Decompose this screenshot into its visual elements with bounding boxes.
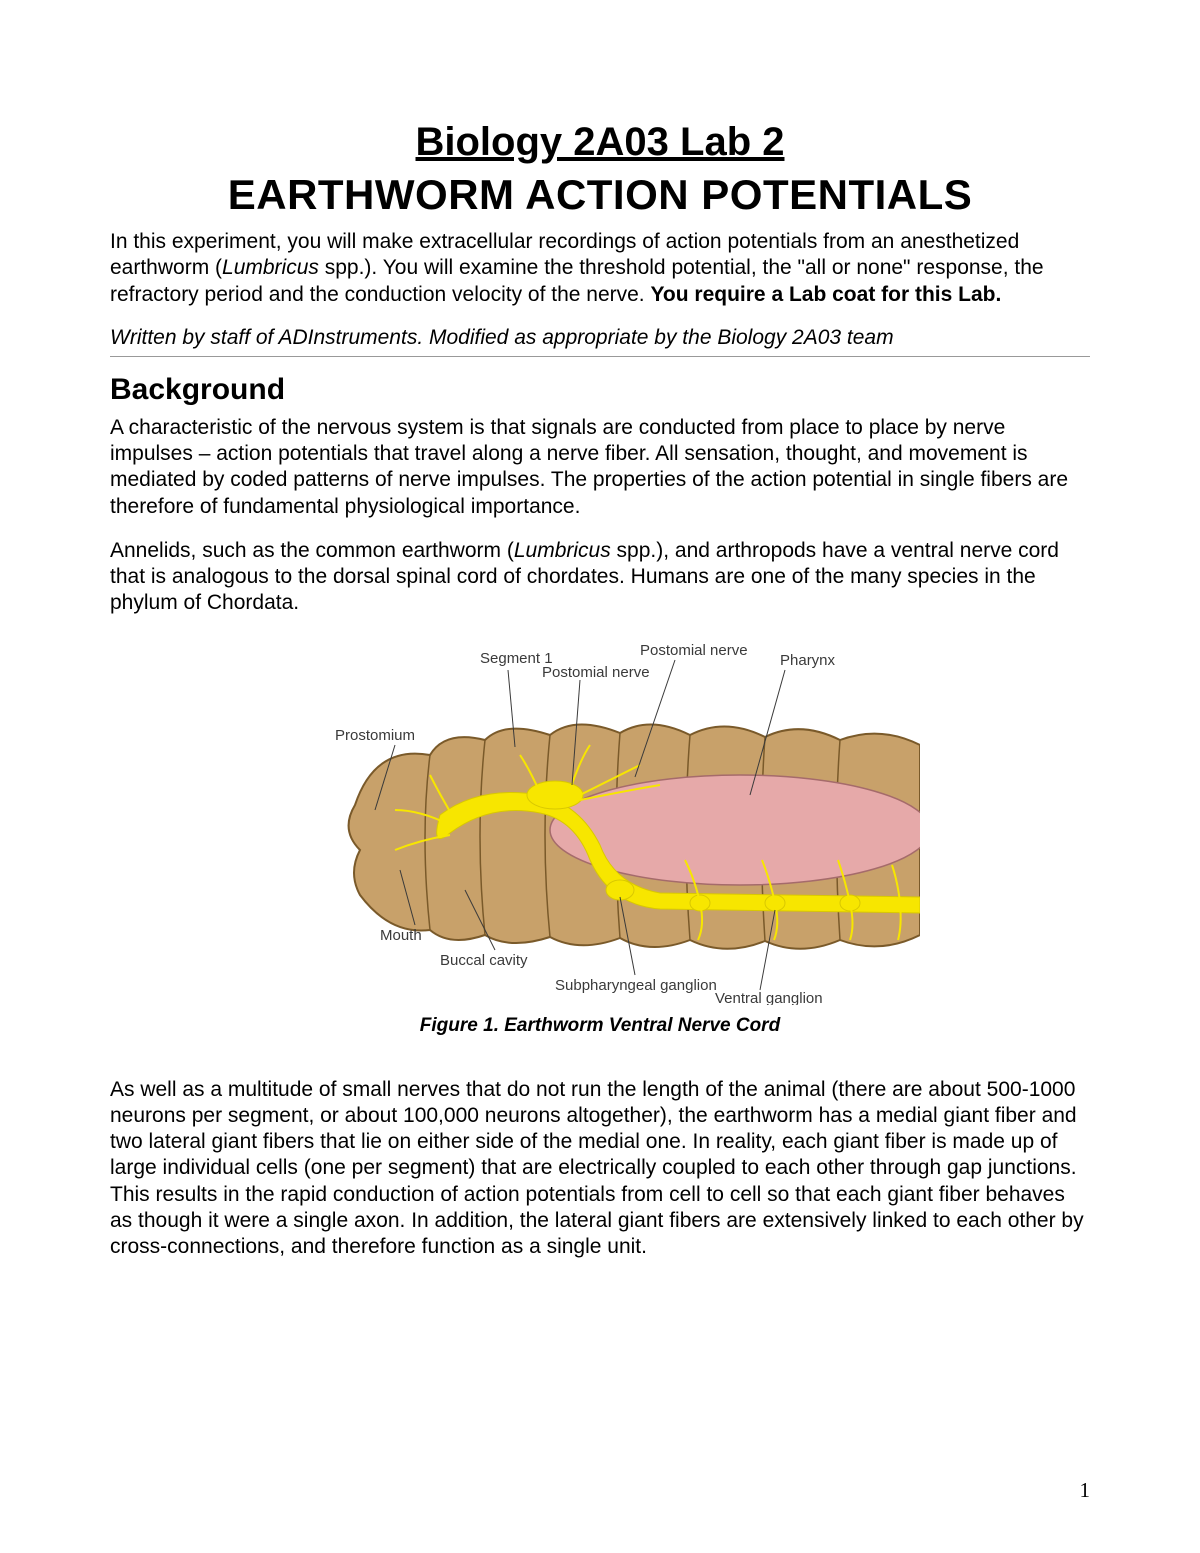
intro-paragraph: In this experiment, you will make extrac… <box>110 229 1090 308</box>
figure-1: Segment 1 Postomial nerve Postomial nerv… <box>110 635 1090 1037</box>
label-subpharyngeal: Subpharyngeal ganglion <box>555 977 717 994</box>
course-title: Biology 2A03 Lab 2 <box>110 120 1090 165</box>
figure-caption: Figure 1. Earthworm Ventral Nerve Cord <box>420 1015 780 1037</box>
label-mouth: Mouth <box>380 927 422 944</box>
label-buccal-cavity: Buccal cavity <box>440 952 528 969</box>
label-postomial-nerve-1: Postomial nerve <box>542 664 650 681</box>
label-prostomium: Prostomium <box>335 727 415 744</box>
background-p2-species: Lumbricus <box>514 539 611 562</box>
intro-species: Lumbricus <box>222 256 319 279</box>
byline: Written by staff of ADInstruments. Modif… <box>110 326 1090 350</box>
background-p1: A characteristic of the nervous system i… <box>110 415 1090 520</box>
label-ventral-ganglion: Ventral ganglion <box>715 990 823 1005</box>
background-p2: Annelids, such as the common earthworm (… <box>110 538 1090 617</box>
topic-title: EARTHWORM ACTION POTENTIALS <box>110 171 1090 219</box>
label-postomial-nerve-2: Postomial nerve <box>640 642 748 659</box>
background-p3: As well as a multitude of small nerves t… <box>110 1077 1090 1261</box>
label-pharynx: Pharynx <box>780 652 836 669</box>
page: Biology 2A03 Lab 2 EARTHWORM ACTION POTE… <box>0 0 1200 1553</box>
earthworm-diagram: Segment 1 Postomial nerve Postomial nerv… <box>280 635 920 1005</box>
intro-bold: You require a Lab coat for this Lab. <box>650 283 1001 306</box>
background-heading: Background <box>110 373 1090 407</box>
divider <box>110 356 1090 357</box>
background-p2a: Annelids, such as the common earthworm ( <box>110 539 514 562</box>
page-number: 1 <box>1080 1478 1091 1503</box>
